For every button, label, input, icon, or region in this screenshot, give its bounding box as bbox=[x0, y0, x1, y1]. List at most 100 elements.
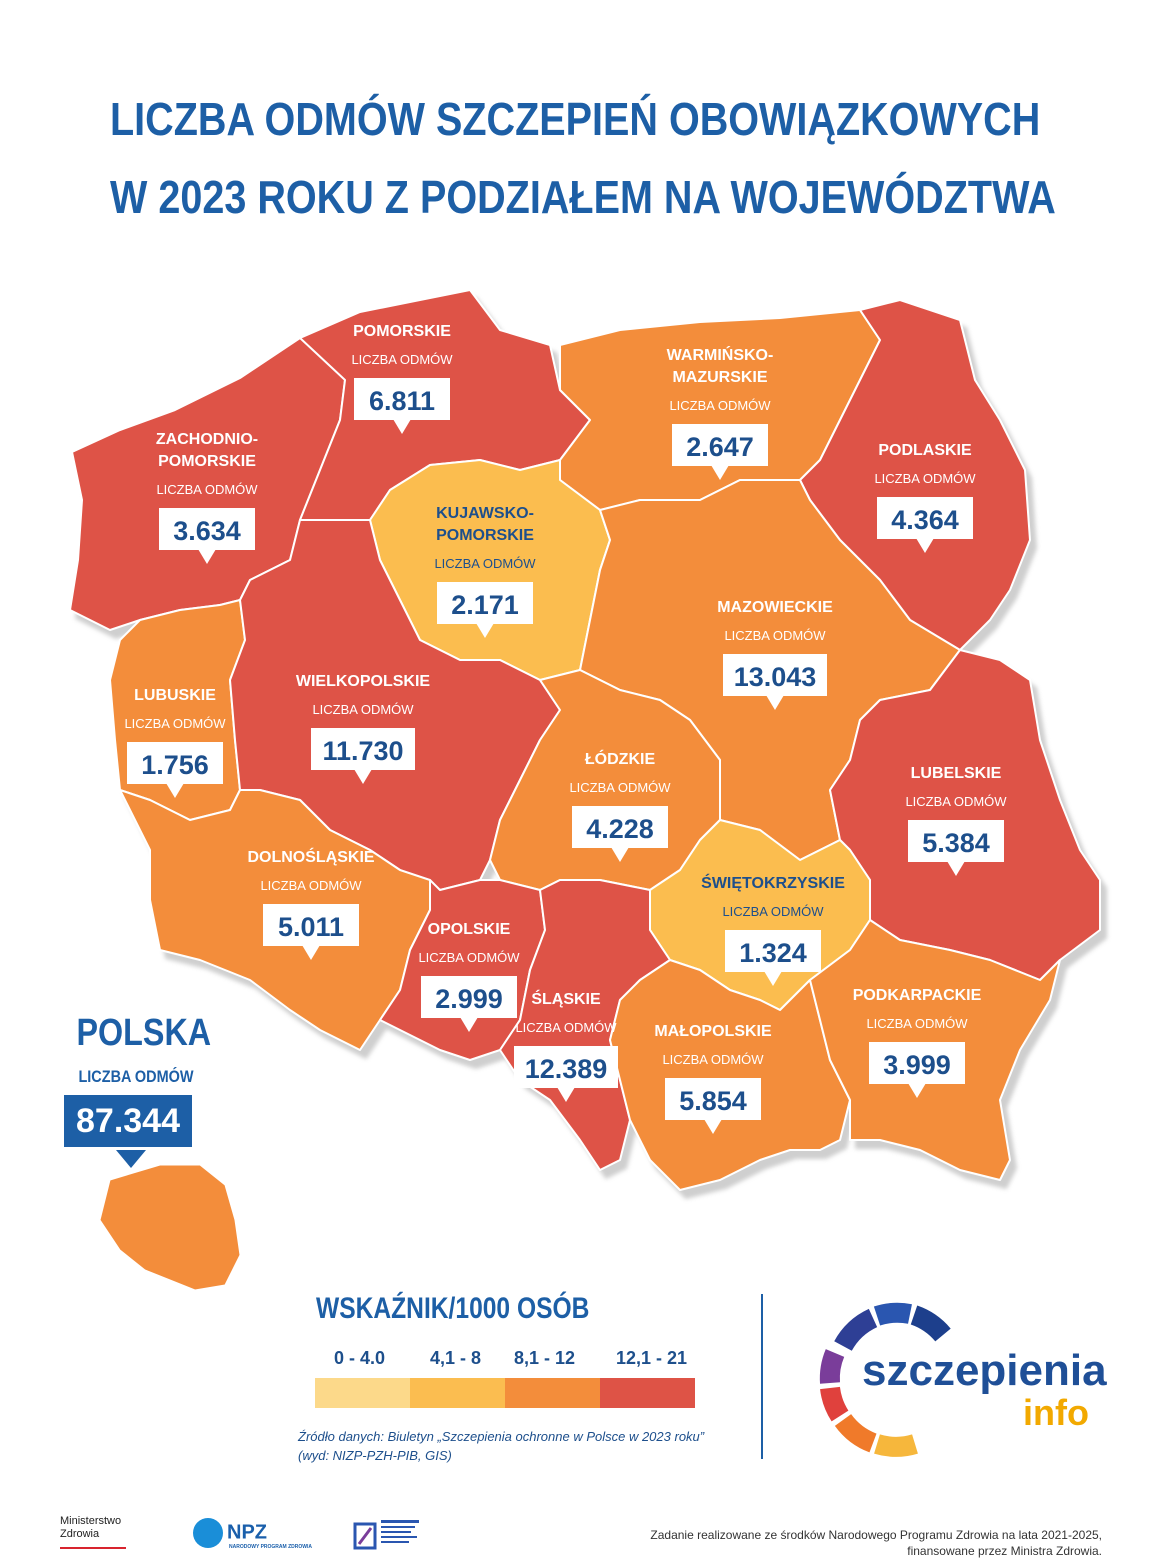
region-name-wielkopolskie: WIELKOPOLSKIE bbox=[296, 673, 431, 690]
region-sublabel-lodzkie: LICZBA ODMÓW bbox=[569, 780, 671, 795]
region-value-pointer-wielkopolskie bbox=[354, 769, 372, 784]
region-label-slaskie: ŚLĄSKIE LICZBA ODMÓW 12.389 bbox=[514, 989, 618, 1102]
region-value-box-malopolskie bbox=[665, 1078, 761, 1120]
region-name-warminsko-1: WARMIŃSKO- bbox=[667, 345, 774, 364]
footer-npz-logo: NPZ NARODOWY PROGRAM ZDROWIA bbox=[193, 1518, 312, 1550]
region-value-kujawsko: 2.171 bbox=[451, 590, 519, 620]
brand-ring-icon bbox=[819, 1302, 951, 1457]
region-name-kujawsko-1: KUJAWSKO- bbox=[436, 505, 534, 522]
poland-total: POLSKA LICZBA ODMÓW 87.344 bbox=[64, 1012, 212, 1168]
brand-text-info: info bbox=[1023, 1392, 1089, 1433]
region-value-pointer-slaskie bbox=[557, 1087, 575, 1102]
footer-funding-line-2: finansowane przez Ministra Zdrowia. bbox=[907, 1544, 1102, 1558]
region-value-box-zachodnio bbox=[159, 508, 255, 550]
legend-swatch-3 bbox=[505, 1378, 600, 1408]
title-line-1: LICZBA ODMÓW SZCZEPIEŃ OBOWIĄZKOWYCH bbox=[110, 93, 1041, 145]
footer-npz-text: NPZ bbox=[227, 1521, 267, 1544]
institute-emblem-icon bbox=[353, 1520, 419, 1550]
poland-total-title: POLSKA bbox=[76, 1012, 212, 1054]
source-note: Źródło danych: Biuletyn „Szczepienia och… bbox=[298, 1427, 704, 1465]
source-line-2: (wyd: NIZP-PZH-PIB, GIS) bbox=[298, 1448, 452, 1463]
region-label-zachodnio: ZACHODNIO- POMORSKIE LICZBA ODMÓW 3.634 bbox=[156, 431, 258, 564]
region-value-pointer-pomorskie bbox=[393, 419, 411, 434]
region-name-podlaskie: PODLASKIE bbox=[878, 442, 972, 459]
region-value-zachodnio: 3.634 bbox=[173, 516, 241, 546]
brand-text-szczepienia: szczepienia bbox=[862, 1346, 1107, 1395]
region-value-malopolskie: 5.854 bbox=[679, 1086, 747, 1116]
region-value-pointer-lodzkie bbox=[611, 847, 629, 862]
region-value-pointer-swietokrzyskie bbox=[764, 971, 782, 986]
region-sublabel-zachodnio: LICZBA ODMÓW bbox=[156, 482, 258, 497]
region-sublabel-dolnoslaskie: LICZBA ODMÓW bbox=[260, 878, 362, 893]
page-title: LICZBA ODMÓW SZCZEPIEŃ OBOWIĄZKOWYCH W 2… bbox=[110, 80, 1056, 236]
region-value-box-slaskie bbox=[514, 1046, 618, 1088]
poland-map: POMORSKIE LICZBA ODMÓW 6.811 WARMIŃSKO- MAZU… bbox=[69, 289, 1101, 1291]
region-value-box-podkarpackie bbox=[869, 1042, 965, 1084]
region-label-opolskie: OPOLSKIE LICZBA ODMÓW 2.999 bbox=[418, 921, 520, 1032]
region-sublabel-swietokrzyskie: LICZBA ODMÓW bbox=[722, 904, 824, 919]
legend-swatch-2 bbox=[410, 1378, 505, 1408]
region-name-slaskie: ŚLĄSKIE bbox=[531, 989, 601, 1008]
region-label-wielkopolskie: WIELKOPOLSKIE LICZBA ODMÓW 11.730 bbox=[296, 673, 431, 784]
poland-total-pointer bbox=[116, 1150, 146, 1168]
region-label-podlaskie: PODLASKIE LICZBA ODMÓW 4.364 bbox=[874, 442, 976, 553]
region-value-box-wielkopolskie bbox=[311, 728, 415, 770]
legend-title: WSKAŹNIK/1000 OSÓB bbox=[316, 1292, 590, 1325]
region-label-lubelskie: LUBELSKIE LICZBA ODMÓW 5.384 bbox=[905, 765, 1007, 876]
region-name-podkarpackie: PODKARPACKIE bbox=[853, 987, 982, 1004]
region-value-dolnoslaskie: 5.011 bbox=[278, 912, 344, 942]
footer-funding-line-1: Zadanie realizowane ze środków Narodoweg… bbox=[650, 1528, 1102, 1542]
legend-label-1: 0 - 4.0 bbox=[334, 1348, 386, 1368]
region-value-podlaskie: 4.364 bbox=[891, 505, 959, 535]
poland-total-value: 87.344 bbox=[64, 1095, 192, 1147]
region-value-box-pomorskie bbox=[354, 378, 450, 420]
region-sublabel-lubuskie: LICZBA ODMÓW bbox=[124, 716, 226, 731]
source-line-1: Źródło danych: Biuletyn „Szczepienia och… bbox=[298, 1429, 705, 1444]
footer-ministry-logo: Ministerstwo Zdrowia bbox=[60, 1515, 126, 1549]
region-label-kujawsko: KUJAWSKO- POMORSKIE LICZBA ODMÓW 2.171 bbox=[434, 505, 536, 638]
npz-circle-icon bbox=[193, 1518, 223, 1548]
region-value-warminsko: 2.647 bbox=[686, 432, 754, 462]
footer-ministry-line-2: Zdrowia bbox=[60, 1528, 100, 1540]
divider bbox=[761, 1294, 763, 1459]
region-value-box-kujawsko bbox=[437, 582, 533, 624]
region-name-swietokrzyskie: ŚWIĘTOKRZYSKIE bbox=[701, 873, 845, 892]
footer-funding-note: Zadanie realizowane ze środków Narodoweg… bbox=[650, 1527, 1102, 1559]
region-label-mazowieckie: MAZOWIECKIE LICZBA ODMÓW 13.043 bbox=[717, 599, 833, 710]
region-value-slaskie: 12.389 bbox=[525, 1054, 608, 1084]
legend-swatch-4 bbox=[600, 1378, 695, 1408]
legend-label-2: 4,1 - 8 bbox=[430, 1348, 482, 1368]
region-sublabel-pomorskie: LICZBA ODMÓW bbox=[351, 352, 453, 367]
footer-institute-logo bbox=[353, 1518, 423, 1559]
region-value-box-dolnoslaskie bbox=[263, 904, 359, 946]
region-name-pomorskie: POMORSKIE bbox=[353, 323, 451, 340]
region-label-dolnoslaskie: DOLNOŚLĄSKIE LICZBA ODMÓW 5.011 bbox=[247, 847, 375, 960]
region-label-swietokrzyskie: ŚWIĘTOKRZYSKIE LICZBA ODMÓW 1.324 bbox=[701, 873, 845, 986]
region-value-pointer-kujawsko bbox=[476, 623, 494, 638]
region-sublabel-mazowieckie: LICZBA ODMÓW bbox=[724, 628, 826, 643]
region-value-pomorskie: 6.811 bbox=[369, 386, 435, 416]
region-value-lodzkie: 4.228 bbox=[586, 814, 654, 844]
region-sublabel-opolskie: LICZBA ODMÓW bbox=[418, 950, 520, 965]
legend-label-4: 12,1 - 21 bbox=[616, 1348, 688, 1368]
region-sublabel-wielkopolskie: LICZBA ODMÓW bbox=[312, 702, 414, 717]
region-value-box-warminsko bbox=[672, 424, 768, 466]
poland-mini-icon bbox=[99, 1164, 241, 1291]
region-value-swietokrzyskie: 1.324 bbox=[739, 938, 807, 968]
region-value-pointer-dolnoslaskie bbox=[302, 945, 320, 960]
region-shape-malopolskie[interactable] bbox=[609, 959, 851, 1191]
region-name-opolskie: OPOLSKIE bbox=[428, 921, 511, 938]
region-value-podkarpackie: 3.999 bbox=[883, 1050, 951, 1080]
region-name-warminsko-2: MAZURSKIE bbox=[672, 369, 767, 386]
region-value-box-lubelskie bbox=[908, 820, 1004, 862]
region-label-malopolskie: MAŁOPOLSKIE LICZBA ODMÓW 5.854 bbox=[654, 1023, 772, 1134]
region-label-lubuskie: LUBUSKIE LICZBA ODMÓW 1.756 bbox=[124, 687, 226, 798]
region-value-opolskie: 2.999 bbox=[435, 984, 503, 1014]
region-name-lodzkie: ŁÓDZKIE bbox=[585, 749, 656, 768]
region-name-kujawsko-2: POMORSKIE bbox=[436, 527, 534, 544]
region-value-pointer-malopolskie bbox=[704, 1119, 722, 1134]
region-value-box-lubuskie bbox=[127, 742, 223, 784]
region-value-wielkopolskie: 11.730 bbox=[322, 736, 403, 766]
region-value-box-podlaskie bbox=[877, 497, 973, 539]
region-name-dolnoslaskie: DOLNOŚLĄSKIE bbox=[247, 847, 374, 866]
